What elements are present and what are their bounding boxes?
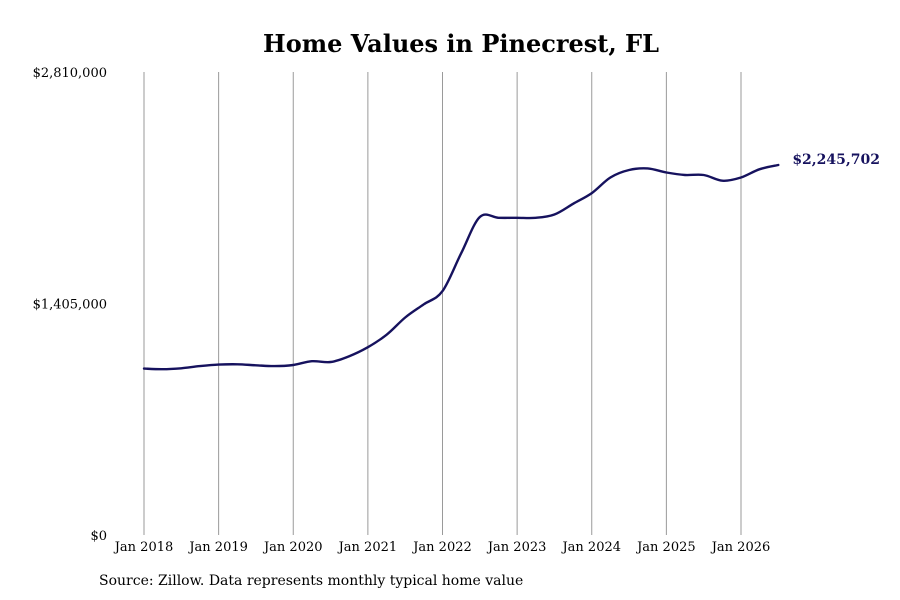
gridlines (143, 72, 742, 535)
x-tick-label: Jan 2026 (710, 540, 771, 555)
x-tick-label: Jan 2021 (337, 540, 398, 555)
y-tick-label: $2,810,000 (33, 66, 107, 81)
x-tick-label: Jan 2022 (411, 540, 472, 555)
x-tick-label: Jan 2023 (486, 540, 547, 555)
x-tick-label: Jan 2019 (187, 540, 248, 555)
x-axis: Jan 2018 Jan 2019 Jan 2020 Jan 2021 Jan 2022… (113, 540, 771, 555)
series-line (142, 163, 780, 371)
y-axis: $0 $1,405,000 $2,810,000 (33, 66, 107, 544)
x-tick-label: Jan 2018 (113, 540, 174, 555)
x-tick-label: Jan 2020 (262, 540, 323, 555)
y-tick-label: $1,405,000 (33, 298, 107, 313)
chart-title: Home Values in Pinecrest, FL (263, 29, 659, 58)
source-note: Source: Zillow. Data represents monthly … (99, 573, 524, 589)
end-value-label: $2,245,702 (792, 152, 880, 168)
x-tick-label: Jan 2025 (635, 540, 696, 555)
x-tick-label: Jan 2024 (560, 540, 621, 555)
y-tick-label: $0 (90, 529, 107, 544)
